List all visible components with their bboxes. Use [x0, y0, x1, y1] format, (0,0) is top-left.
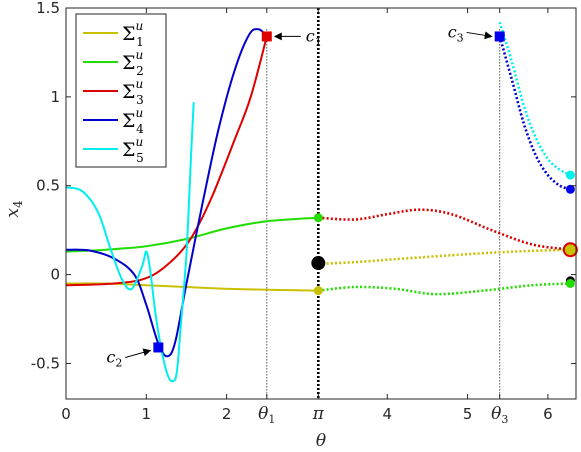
y-tick-label: -0.5: [31, 354, 60, 372]
y-axis-label: x4: [3, 200, 25, 218]
x-tick-label: 2: [222, 405, 232, 423]
legend-label: Σu 5: [122, 135, 144, 165]
annotation-arrow: [125, 348, 152, 358]
x-tick-label: 4: [382, 405, 392, 423]
svg-text:x4: x4: [3, 200, 25, 218]
y-tick-label: 0.5: [36, 177, 60, 195]
axis-labels: θ x4: [3, 200, 326, 451]
critical-point-marker: [261, 31, 272, 42]
x-tick-label: θ1: [258, 404, 275, 426]
x-tick-label: π: [312, 404, 325, 424]
endpoint-dot: [313, 286, 323, 296]
endpoint-dot: [311, 256, 326, 271]
annotation-label: c2: [106, 347, 122, 369]
y-tick-label: 1: [50, 88, 60, 106]
critical-point-marker: [153, 342, 164, 353]
endpoint-dot: [565, 278, 575, 288]
vertical-reference-lines: [266, 8, 501, 399]
axis-ticks: 0 1 2 θ1 π 4 5 θ3 6 -0.5 0 0.5 1 1.5: [31, 0, 576, 426]
y-tick-label: 0: [50, 266, 60, 284]
x-tick-label: 5: [463, 405, 473, 423]
series-2-dotted-line: [318, 282, 571, 296]
series-group: [65, 21, 571, 383]
annotation-arrow: [466, 31, 493, 40]
legend-label: Σu 3: [122, 77, 144, 107]
critical-point-marker: [494, 31, 505, 42]
legend-label: Σu 2: [122, 48, 144, 78]
series-1-dotted-line: [318, 248, 571, 266]
annotations: c1 c2 c3: [106, 22, 505, 369]
endpoint-dot: [565, 184, 575, 194]
x-axis-label: θ: [316, 431, 326, 451]
annotation-label: c1: [306, 26, 322, 48]
series-3-dotted-line: [318, 208, 571, 251]
x-tick-label: 0: [61, 405, 71, 423]
series-5-solid-line: [65, 102, 195, 383]
endpoint-dot: [313, 213, 323, 223]
endpoint-markers: [311, 170, 578, 296]
legend: Σu 1Σu 2Σu 3Σu 4Σu 5: [75, 13, 167, 168]
legend-label: Σu 1: [122, 19, 144, 49]
endpoint-dot: [565, 170, 575, 180]
y-tick-label: 1.5: [36, 0, 60, 17]
endpoint-dot: [565, 245, 575, 255]
annotation-label: c3: [448, 22, 464, 44]
series-4-solid-line: [65, 28, 268, 358]
plot-frame: [65, 7, 577, 400]
x-tick-label: 6: [543, 405, 553, 423]
legend-label: Σu 4: [122, 106, 144, 136]
series-3-solid-line: [65, 36, 268, 287]
x-tick-label: 1: [142, 405, 152, 423]
x-tick-label: θ3: [491, 404, 508, 426]
